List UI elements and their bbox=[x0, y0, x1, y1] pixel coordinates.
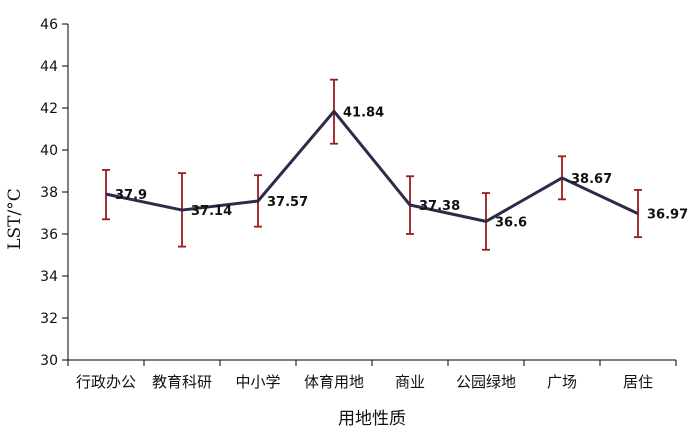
data-label: 36.97 bbox=[647, 208, 688, 223]
data-label: 38.67 bbox=[571, 172, 612, 187]
y-tick-label: 34 bbox=[40, 269, 58, 285]
x-axis-title: 用地性质 bbox=[338, 409, 406, 429]
data-label: 37.38 bbox=[419, 199, 460, 214]
y-tick-label: 30 bbox=[40, 353, 58, 369]
data-label: 41.84 bbox=[343, 105, 384, 120]
y-tick-label: 32 bbox=[40, 311, 58, 327]
x-category-label: 体育用地 bbox=[304, 373, 364, 391]
y-tick-label: 44 bbox=[40, 59, 58, 75]
x-category-label: 公园绿地 bbox=[456, 373, 516, 391]
data-label: 37.9 bbox=[115, 188, 147, 203]
x-category-label: 商业 bbox=[395, 373, 425, 391]
y-tick-label: 40 bbox=[40, 143, 58, 159]
x-category-label: 居住 bbox=[623, 373, 653, 391]
x-axis-ticks: 行政办公 教育科研 中小学 体育用地 商业 公园绿地 广场 居住 bbox=[67, 360, 677, 391]
y-tick-label: 36 bbox=[40, 227, 58, 243]
x-category-label: 行政办公 bbox=[76, 373, 136, 391]
x-category-label: 教育科研 bbox=[152, 373, 212, 391]
data-label: 37.14 bbox=[191, 204, 232, 219]
data-label: 36.6 bbox=[495, 215, 527, 230]
y-axis-ticks: 30 32 34 36 38 40 42 44 46 bbox=[40, 17, 68, 369]
series-line bbox=[105, 109, 639, 223]
data-labels: 37.9 37.14 37.57 41.84 37.38 36.6 38.67 36.97 bbox=[115, 105, 688, 230]
y-tick-label: 46 bbox=[40, 17, 58, 33]
x-category-label: 中小学 bbox=[235, 373, 280, 391]
x-category-label: 广场 bbox=[547, 373, 577, 391]
data-label: 37.57 bbox=[267, 195, 308, 210]
y-tick-label: 42 bbox=[40, 101, 58, 117]
y-tick-label: 38 bbox=[40, 185, 58, 201]
y-axis-title: LST/°C bbox=[5, 188, 25, 250]
